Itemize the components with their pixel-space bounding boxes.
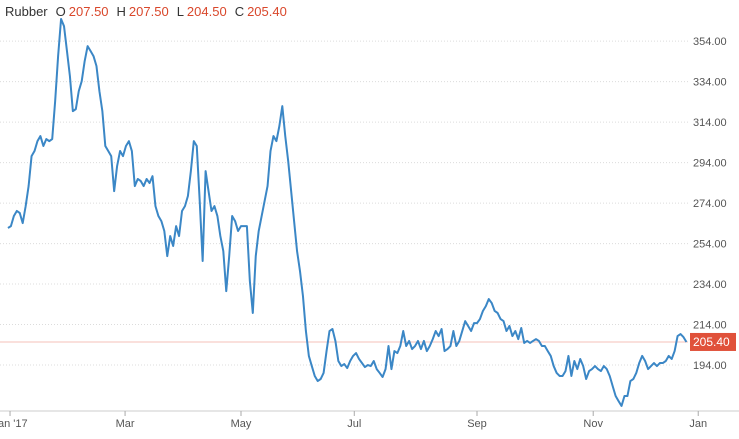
ohlc-name: O [56,4,66,19]
last-value-label: 205.40 [693,335,730,349]
y-tick-label: 334.00 [693,76,727,88]
chart-header: Rubber O 207.50 H 207.50 L 204.50 C 205.40 [5,4,287,19]
ohlc-name: H [117,4,126,19]
x-tick-label: Jul [347,418,361,430]
ohlc-name: C [235,4,244,19]
y-tick-label: 314.00 [693,117,727,129]
x-tick-label: Jan '17 [0,418,28,430]
y-tick-label: 254.00 [693,238,727,250]
y-tick-label: 234.00 [693,279,727,291]
y-tick-label: 274.00 [693,198,727,210]
last-value-tag [690,332,736,351]
chart-title: Rubber [5,4,48,19]
ohlc-value: 205.40 [247,4,287,19]
x-tick-label: Jan [689,418,707,430]
ohlc-value: 204.50 [187,4,227,19]
ohlc-value: 207.50 [69,4,109,19]
price-line [7,18,688,407]
x-tick-label: Sep [467,418,487,430]
y-tick-label: 194.00 [693,360,727,372]
y-tick-label: 214.00 [693,319,727,331]
y-tick-label: 354.00 [693,36,727,48]
y-tick-label: 294.00 [693,157,727,169]
ohlc-value: 207.50 [129,4,169,19]
ohlc-name: L [177,4,184,19]
x-tick-label: May [231,418,252,430]
x-tick-label: Nov [583,418,603,430]
x-tick-label: Mar [116,418,135,430]
